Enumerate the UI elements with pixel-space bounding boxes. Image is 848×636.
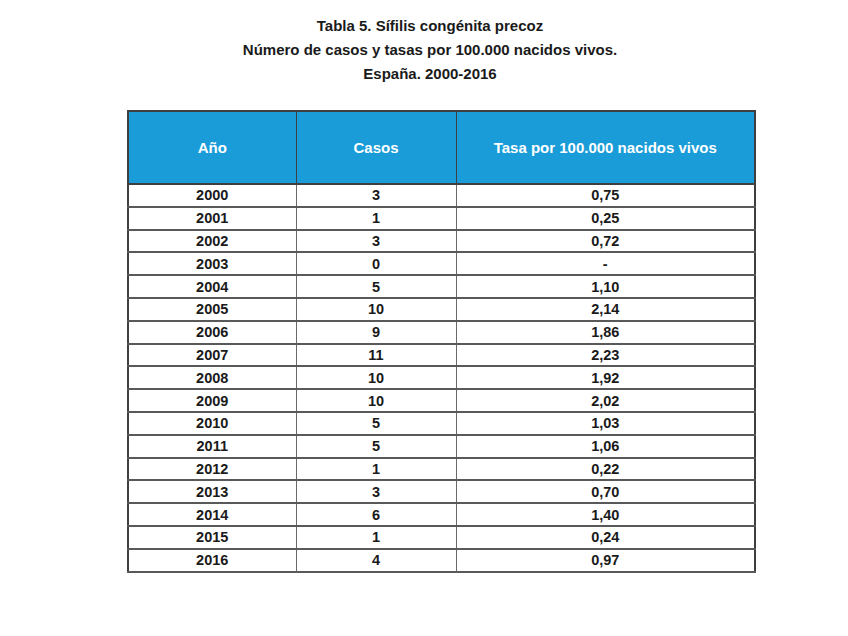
cell-casos: 3 bbox=[296, 230, 456, 253]
cell-year: 2005 bbox=[128, 298, 296, 321]
table-row: 200451,10 bbox=[128, 275, 755, 298]
cell-tasa: 1,40 bbox=[456, 503, 755, 526]
table-row: 20030- bbox=[128, 252, 755, 275]
cell-casos: 5 bbox=[296, 275, 456, 298]
table-row: 2005102,14 bbox=[128, 298, 755, 321]
cell-tasa: 2,23 bbox=[456, 344, 755, 367]
table-row: 2008101,92 bbox=[128, 366, 755, 389]
cell-casos: 9 bbox=[296, 321, 456, 344]
cell-tasa: 2,14 bbox=[456, 298, 755, 321]
table-row: 2009102,02 bbox=[128, 389, 755, 412]
cell-tasa: 1,03 bbox=[456, 412, 755, 435]
column-header-tasa: Tasa por 100.000 nacidos vivos bbox=[456, 111, 755, 184]
cell-year: 2006 bbox=[128, 321, 296, 344]
cell-casos: 1 bbox=[296, 526, 456, 549]
table-row: 201510,24 bbox=[128, 526, 755, 549]
table-container: AñoCasosTasa por 100.000 nacidos vivos 2… bbox=[127, 110, 754, 573]
cell-casos: 6 bbox=[296, 503, 456, 526]
cell-year: 2000 bbox=[128, 184, 296, 207]
cell-tasa: 1,10 bbox=[456, 275, 755, 298]
cell-year: 2012 bbox=[128, 458, 296, 481]
table-row: 201151,06 bbox=[128, 435, 755, 458]
column-header-casos: Casos bbox=[296, 111, 456, 184]
cell-tasa: 0,70 bbox=[456, 480, 755, 503]
table-row: 201051,03 bbox=[128, 412, 755, 435]
cell-casos: 1 bbox=[296, 458, 456, 481]
cell-year: 2013 bbox=[128, 480, 296, 503]
table-row: 200030,75 bbox=[128, 184, 755, 207]
table-row: 200691,86 bbox=[128, 321, 755, 344]
data-table: AñoCasosTasa por 100.000 nacidos vivos 2… bbox=[127, 110, 756, 573]
table-row: 201210,22 bbox=[128, 458, 755, 481]
cell-year: 2016 bbox=[128, 549, 296, 572]
cell-casos: 5 bbox=[296, 412, 456, 435]
cell-year: 2015 bbox=[128, 526, 296, 549]
cell-tasa: 0,22 bbox=[456, 458, 755, 481]
cell-casos: 5 bbox=[296, 435, 456, 458]
cell-tasa: 0,97 bbox=[456, 549, 755, 572]
table-title-line1: Tabla 5. Sífilis congénita precoz bbox=[0, 14, 848, 38]
cell-casos: 3 bbox=[296, 480, 456, 503]
cell-year: 2007 bbox=[128, 344, 296, 367]
cell-casos: 11 bbox=[296, 344, 456, 367]
table-row: 201330,70 bbox=[128, 480, 755, 503]
cell-tasa: 0,75 bbox=[456, 184, 755, 207]
cell-year: 2009 bbox=[128, 389, 296, 412]
cell-casos: 4 bbox=[296, 549, 456, 572]
table-row: 200230,72 bbox=[128, 230, 755, 253]
cell-tasa: 1,86 bbox=[456, 321, 755, 344]
table-row: 2007112,23 bbox=[128, 344, 755, 367]
cell-year: 2004 bbox=[128, 275, 296, 298]
cell-casos: 10 bbox=[296, 366, 456, 389]
cell-casos: 1 bbox=[296, 207, 456, 230]
document-page: Tabla 5. Sífilis congénita precoz Número… bbox=[0, 0, 848, 636]
table-row: 201640,97 bbox=[128, 549, 755, 572]
table-row: 201461,40 bbox=[128, 503, 755, 526]
table-header-row: AñoCasosTasa por 100.000 nacidos vivos bbox=[128, 111, 755, 184]
cell-year: 2010 bbox=[128, 412, 296, 435]
table-title-line2: Número de casos y tasas por 100.000 naci… bbox=[0, 38, 848, 62]
cell-tasa: 0,24 bbox=[456, 526, 755, 549]
table-title-line3: España. 2000-2016 bbox=[0, 62, 848, 86]
cell-tasa: 1,92 bbox=[456, 366, 755, 389]
cell-tasa: 0,72 bbox=[456, 230, 755, 253]
column-header-ano: Año bbox=[128, 111, 296, 184]
cell-year: 2008 bbox=[128, 366, 296, 389]
cell-year: 2011 bbox=[128, 435, 296, 458]
cell-casos: 3 bbox=[296, 184, 456, 207]
cell-year: 2003 bbox=[128, 252, 296, 275]
table-body: 200030,75200110,25200230,7220030-200451,… bbox=[128, 184, 755, 572]
cell-year: 2002 bbox=[128, 230, 296, 253]
cell-year: 2014 bbox=[128, 503, 296, 526]
cell-tasa: 1,06 bbox=[456, 435, 755, 458]
cell-casos: 10 bbox=[296, 389, 456, 412]
cell-tasa: 0,25 bbox=[456, 207, 755, 230]
cell-casos: 10 bbox=[296, 298, 456, 321]
cell-tasa: 2,02 bbox=[456, 389, 755, 412]
table-row: 200110,25 bbox=[128, 207, 755, 230]
cell-tasa: - bbox=[456, 252, 755, 275]
table-title-block: Tabla 5. Sífilis congénita precoz Número… bbox=[0, 14, 848, 86]
cell-year: 2001 bbox=[128, 207, 296, 230]
cell-casos: 0 bbox=[296, 252, 456, 275]
